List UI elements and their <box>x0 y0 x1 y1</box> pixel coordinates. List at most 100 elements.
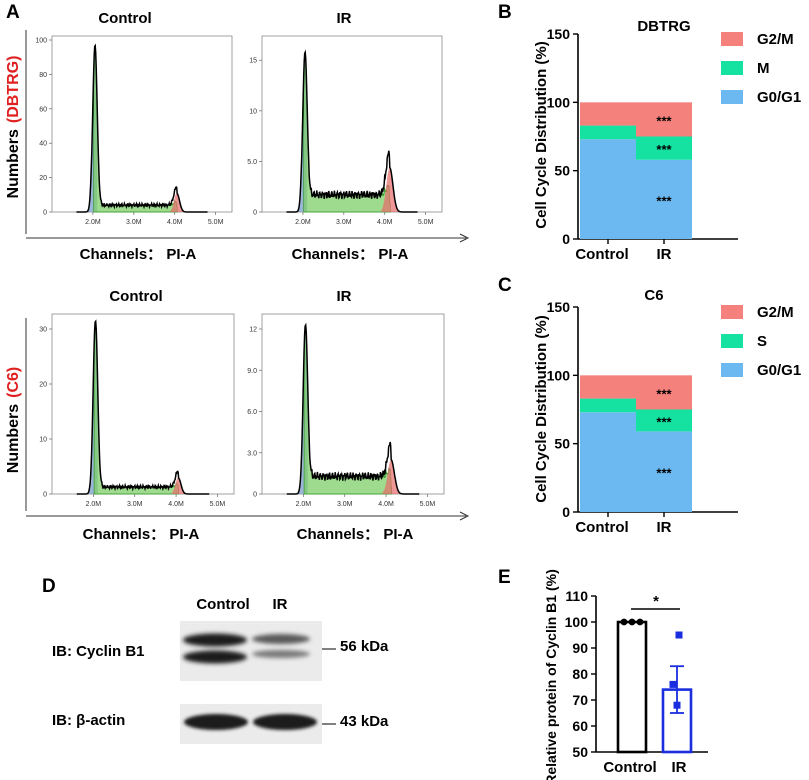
g1-phase-area <box>76 321 98 494</box>
panel-letter-c: C <box>498 275 512 296</box>
g2m-phase-area <box>382 459 400 494</box>
y-tick-label: 20 <box>39 175 47 182</box>
y-tick-label: 0 <box>253 210 257 217</box>
significance-marker: *** <box>656 142 672 157</box>
legend-label: G0/G1 <box>757 362 801 379</box>
y-tick-label: 0 <box>43 210 47 217</box>
size-marker-43: 43 kDa <box>340 713 389 730</box>
cyclin-b1-bands <box>183 633 310 664</box>
band-control-lower <box>183 650 247 664</box>
data-point <box>620 618 628 626</box>
x-tick-label: 5.0M <box>210 501 226 508</box>
y-tick-label: 0 <box>562 231 570 247</box>
band-ir-lower <box>252 650 310 658</box>
legend-label: M <box>757 60 770 77</box>
bar-segment-m-control <box>580 125 636 140</box>
significance-marker: *** <box>656 113 672 128</box>
bar-segment-g0g1-ir <box>636 159 692 239</box>
y-tick-label: 5.0 <box>247 159 257 166</box>
legend-swatch <box>721 334 743 348</box>
y-tick-label: 100 <box>35 38 47 45</box>
y-tick-label: 10 <box>249 108 257 115</box>
legend-swatch <box>721 363 743 377</box>
band-control <box>184 714 248 730</box>
channels-arrow-c6 <box>459 511 470 521</box>
panel-letter-d: D <box>42 576 56 597</box>
histogram-c6-control: 2.0M 3.0M 4.0M 5.0M 0 10 20 30 <box>39 313 235 508</box>
significance-marker: *** <box>656 386 672 401</box>
blot-membrane-cyclin-b1 <box>180 621 322 681</box>
x-tick-label: Control <box>575 519 628 536</box>
y-tick-label: 110 <box>565 588 588 604</box>
x-tick-label: IR <box>657 246 672 263</box>
y-tick-label: 6.0 <box>247 409 257 416</box>
blot-label-cyclin-b1: IB: Cyclin B1 <box>52 643 145 660</box>
legend-swatch <box>721 305 743 319</box>
x-tick-label: 3.0M <box>336 219 352 226</box>
y-tick-label: 0 <box>43 492 47 499</box>
y-tick-label: 60 <box>39 106 47 113</box>
x-tick-label: 5.0M <box>420 501 436 508</box>
x-tick-label: 2.0M <box>296 501 312 508</box>
x-tick-label: 2.0M <box>86 501 102 508</box>
y-tick-label: 9.0 <box>247 368 257 375</box>
panel-letter-a: A <box>6 2 20 23</box>
y-tick-label: 60 <box>572 718 588 734</box>
chart-title: DBTRG <box>637 18 690 35</box>
panel-a: Numbers(DBTRG) Control IR Channels： PI-A… <box>5 10 470 543</box>
panel-letter-b: B <box>498 2 512 23</box>
histogram-frame <box>261 313 445 495</box>
x-tick-label: 3.0M <box>126 219 142 226</box>
beta-actin-bands <box>184 714 317 730</box>
y-axis-label: Cell Cycle Distribution (%) <box>533 41 550 229</box>
x-tick-label: 4.0M <box>378 501 394 508</box>
data-point <box>636 618 644 626</box>
band-control-upper <box>183 633 247 647</box>
band-ir <box>253 714 317 730</box>
histogram-frame <box>261 35 443 213</box>
x-tick-label: 2.0M <box>295 219 311 226</box>
y-axis-label: Cell Cycle Distribution (%) <box>533 315 550 503</box>
y-tick-label: 100 <box>547 94 571 110</box>
bar-segment-s-control <box>580 398 636 413</box>
stacked-bar-chart-c: 0 50 100 150 Control *** *** *** IR G2/M S G0/G1 <box>547 299 802 536</box>
legend-label: G2/M <box>757 31 794 48</box>
y-axis-label: Relative protein of Cyclin B1 (%) <box>543 569 559 780</box>
y-tick-label: 3.0 <box>247 450 257 457</box>
lane-label: IR <box>273 596 288 613</box>
x-tick-label: IR <box>657 519 672 536</box>
condition-title: IR <box>337 288 352 305</box>
y-tick-label: 0 <box>562 504 570 520</box>
condition-title: Control <box>109 288 162 305</box>
channels-label: Channels： PI-A <box>80 246 197 263</box>
chart-title: C6 <box>644 287 663 304</box>
x-tick-label: 4.0M <box>377 219 393 226</box>
x-tick-label: 3.0M <box>127 501 143 508</box>
bar-control <box>616 620 648 754</box>
x-tick-label: Control <box>603 759 656 776</box>
x-tick-label: 3.0M <box>337 501 353 508</box>
g2m-phase-area <box>170 193 184 212</box>
legend-label: G0/G1 <box>757 89 801 106</box>
significance-marker: * <box>653 593 659 610</box>
panel-c: C6 Cell Cycle Distribution (%) 0 50 100 150… <box>533 287 801 536</box>
y-tick-label: 0 <box>253 492 257 499</box>
bar-segment-g0g1-control <box>580 139 636 239</box>
x-tick-label: 4.0M <box>168 501 184 508</box>
g1-phase-area <box>76 46 98 212</box>
y-tick-label: 150 <box>547 26 571 42</box>
data-point <box>669 680 677 688</box>
dna-content-curve <box>286 49 418 213</box>
y-tick-label: 10 <box>39 437 47 444</box>
condition-title: Control <box>98 10 151 27</box>
y-tick-label: 90 <box>572 640 588 656</box>
y-tick-label: 100 <box>547 367 571 383</box>
size-marker-56: 56 kDa <box>340 638 389 655</box>
y-tick-label: 150 <box>547 299 571 315</box>
x-tick-label: 2.0M <box>85 219 101 226</box>
y-tick-label: 12 <box>249 327 257 334</box>
panel-d: Control IR IB: Cyclin B1 56 kDa IB: β-ac… <box>52 596 389 744</box>
bar-segment-g0g1-control <box>580 412 636 512</box>
